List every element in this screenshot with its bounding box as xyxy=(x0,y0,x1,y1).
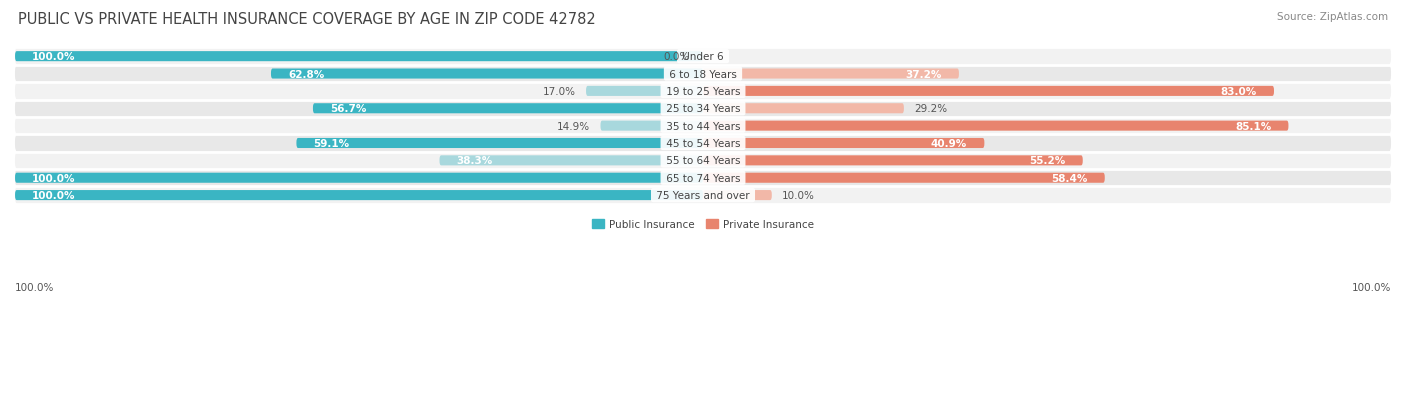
Text: 62.8%: 62.8% xyxy=(288,69,325,79)
Text: 37.2%: 37.2% xyxy=(905,69,942,79)
Text: 10.0%: 10.0% xyxy=(782,191,815,201)
Text: 100.0%: 100.0% xyxy=(32,191,76,201)
FancyBboxPatch shape xyxy=(15,173,703,183)
Text: 25 to 34 Years: 25 to 34 Years xyxy=(662,104,744,114)
FancyBboxPatch shape xyxy=(15,66,1391,83)
Text: 0.0%: 0.0% xyxy=(664,52,689,62)
FancyBboxPatch shape xyxy=(586,87,703,97)
Text: 38.3%: 38.3% xyxy=(457,156,494,166)
Text: 65 to 74 Years: 65 to 74 Years xyxy=(662,173,744,183)
FancyBboxPatch shape xyxy=(600,121,703,131)
FancyBboxPatch shape xyxy=(703,190,772,201)
Text: 100.0%: 100.0% xyxy=(32,52,76,62)
Text: 17.0%: 17.0% xyxy=(543,87,575,97)
Text: 85.1%: 85.1% xyxy=(1234,121,1271,131)
FancyBboxPatch shape xyxy=(15,83,1391,100)
FancyBboxPatch shape xyxy=(703,121,1288,131)
Text: 100.0%: 100.0% xyxy=(32,173,76,183)
FancyBboxPatch shape xyxy=(703,139,984,149)
Text: 14.9%: 14.9% xyxy=(557,121,591,131)
FancyBboxPatch shape xyxy=(15,117,1391,135)
FancyBboxPatch shape xyxy=(15,187,1391,204)
Text: 45 to 54 Years: 45 to 54 Years xyxy=(662,139,744,149)
FancyBboxPatch shape xyxy=(703,156,1083,166)
FancyBboxPatch shape xyxy=(15,52,703,62)
FancyBboxPatch shape xyxy=(15,169,1391,187)
Text: 35 to 44 Years: 35 to 44 Years xyxy=(662,121,744,131)
Text: 56.7%: 56.7% xyxy=(330,104,367,114)
Text: 29.2%: 29.2% xyxy=(914,104,948,114)
Text: 19 to 25 Years: 19 to 25 Years xyxy=(662,87,744,97)
Legend: Public Insurance, Private Insurance: Public Insurance, Private Insurance xyxy=(588,215,818,233)
Text: 83.0%: 83.0% xyxy=(1220,87,1257,97)
FancyBboxPatch shape xyxy=(15,190,703,201)
FancyBboxPatch shape xyxy=(297,139,703,149)
FancyBboxPatch shape xyxy=(703,173,1105,183)
Text: 55 to 64 Years: 55 to 64 Years xyxy=(662,156,744,166)
FancyBboxPatch shape xyxy=(703,104,904,114)
Text: Under 6: Under 6 xyxy=(679,52,727,62)
Text: 55.2%: 55.2% xyxy=(1029,156,1066,166)
Text: 6 to 18 Years: 6 to 18 Years xyxy=(666,69,740,79)
FancyBboxPatch shape xyxy=(440,156,703,166)
FancyBboxPatch shape xyxy=(703,87,1274,97)
FancyBboxPatch shape xyxy=(703,69,959,79)
Text: 100.0%: 100.0% xyxy=(15,282,55,292)
FancyBboxPatch shape xyxy=(15,48,1391,66)
FancyBboxPatch shape xyxy=(314,104,703,114)
Text: 58.4%: 58.4% xyxy=(1052,173,1088,183)
Text: 100.0%: 100.0% xyxy=(1351,282,1391,292)
FancyBboxPatch shape xyxy=(15,100,1391,118)
Text: 75 Years and over: 75 Years and over xyxy=(652,191,754,201)
FancyBboxPatch shape xyxy=(271,69,703,79)
FancyBboxPatch shape xyxy=(15,152,1391,170)
Text: Source: ZipAtlas.com: Source: ZipAtlas.com xyxy=(1277,12,1388,22)
Text: 40.9%: 40.9% xyxy=(931,139,967,149)
FancyBboxPatch shape xyxy=(15,135,1391,152)
Text: PUBLIC VS PRIVATE HEALTH INSURANCE COVERAGE BY AGE IN ZIP CODE 42782: PUBLIC VS PRIVATE HEALTH INSURANCE COVER… xyxy=(18,12,596,27)
Text: 59.1%: 59.1% xyxy=(314,139,350,149)
